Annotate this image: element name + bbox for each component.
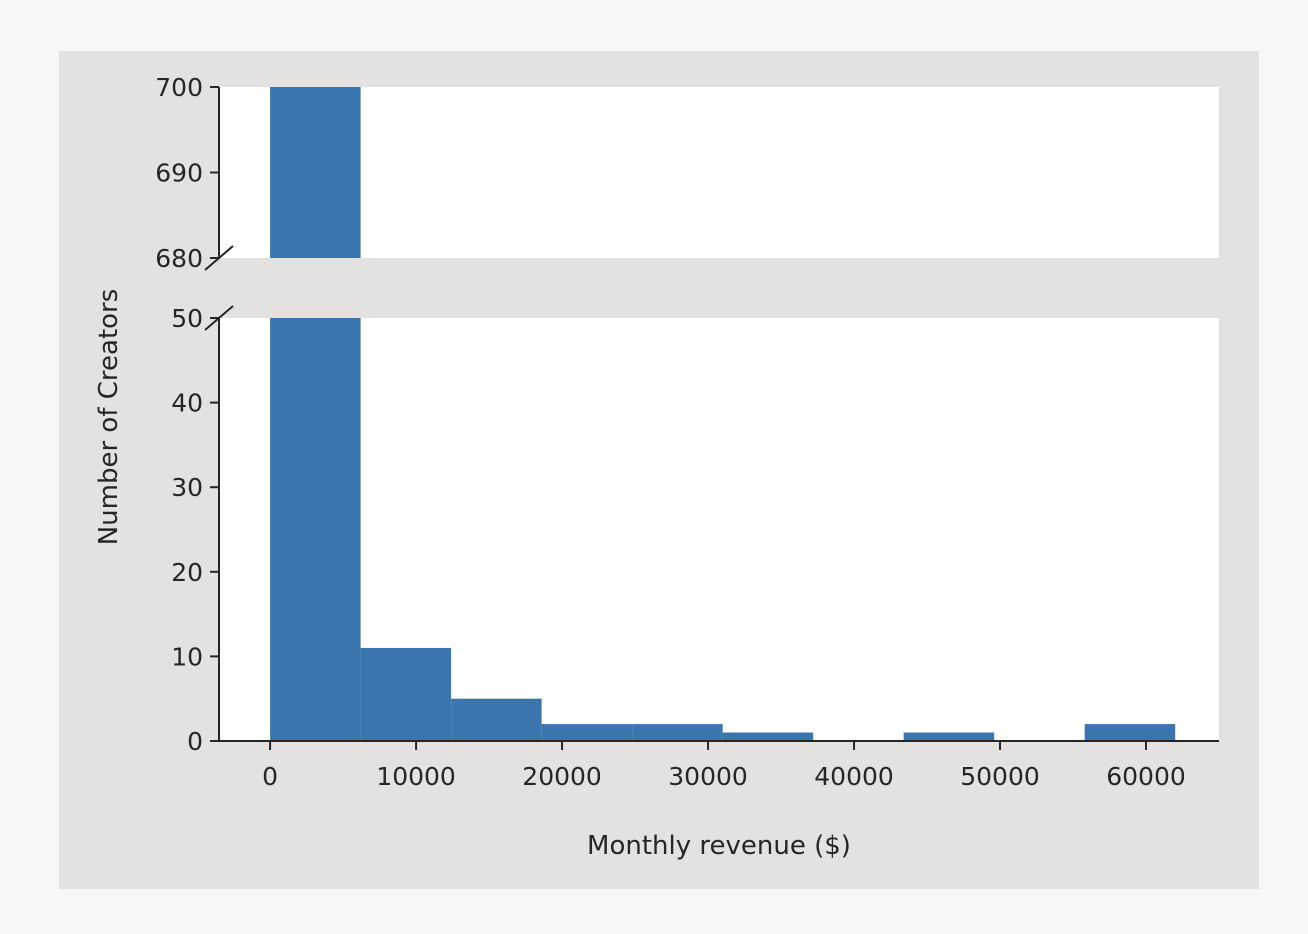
y-tick-label: 10 <box>171 642 203 671</box>
y-tick-label: 30 <box>171 473 203 502</box>
x-tick-label: 10000 <box>376 762 456 791</box>
x-tick-label: 30000 <box>668 762 748 791</box>
histogram-bar-lower-7 <box>903 732 995 741</box>
x-tick-label: 50000 <box>960 762 1040 791</box>
x-tick-label: 40000 <box>814 762 894 791</box>
y-tick-label: 700 <box>155 73 203 102</box>
histogram-bar-lower-1 <box>360 647 452 741</box>
y-tick-label: 690 <box>155 159 203 188</box>
y-tick-label: 0 <box>187 727 203 756</box>
histogram-chart: 680 690 700 0 10 20 30 40 50 0 10000 20000 30000 4000… <box>94 73 1219 861</box>
y-axis-label: Number of Creators <box>94 289 124 546</box>
histogram-bars <box>270 87 1176 741</box>
y-tick-label: 50 <box>171 304 203 333</box>
x-tick-label: 0 <box>262 762 278 791</box>
histogram-bar-upper-0 <box>270 87 361 258</box>
histogram-bar-lower-9 <box>1084 724 1176 741</box>
ticks: 680 690 700 0 10 20 30 40 50 0 10000 20000 30000 4000… <box>155 73 1185 791</box>
x-tick-label: 20000 <box>522 762 602 791</box>
y-tick-label: 20 <box>171 558 203 587</box>
y-tick-label: 40 <box>171 389 203 418</box>
histogram-bar-lower-3 <box>541 724 633 741</box>
x-axis-label: Monthly revenue ($) <box>587 831 851 861</box>
chart-figure: 680 690 700 0 10 20 30 40 50 0 10000 20000 30000 4000… <box>59 51 1259 889</box>
histogram-bar-lower-4 <box>632 724 723 741</box>
histogram-bar-lower-0 <box>270 318 361 741</box>
histogram-bar-lower-2 <box>451 698 542 741</box>
y-tick-label: 680 <box>155 244 203 273</box>
x-tick-label: 60000 <box>1106 762 1186 791</box>
upper-plot-area <box>219 87 1219 258</box>
histogram-bar-lower-5 <box>722 732 814 741</box>
